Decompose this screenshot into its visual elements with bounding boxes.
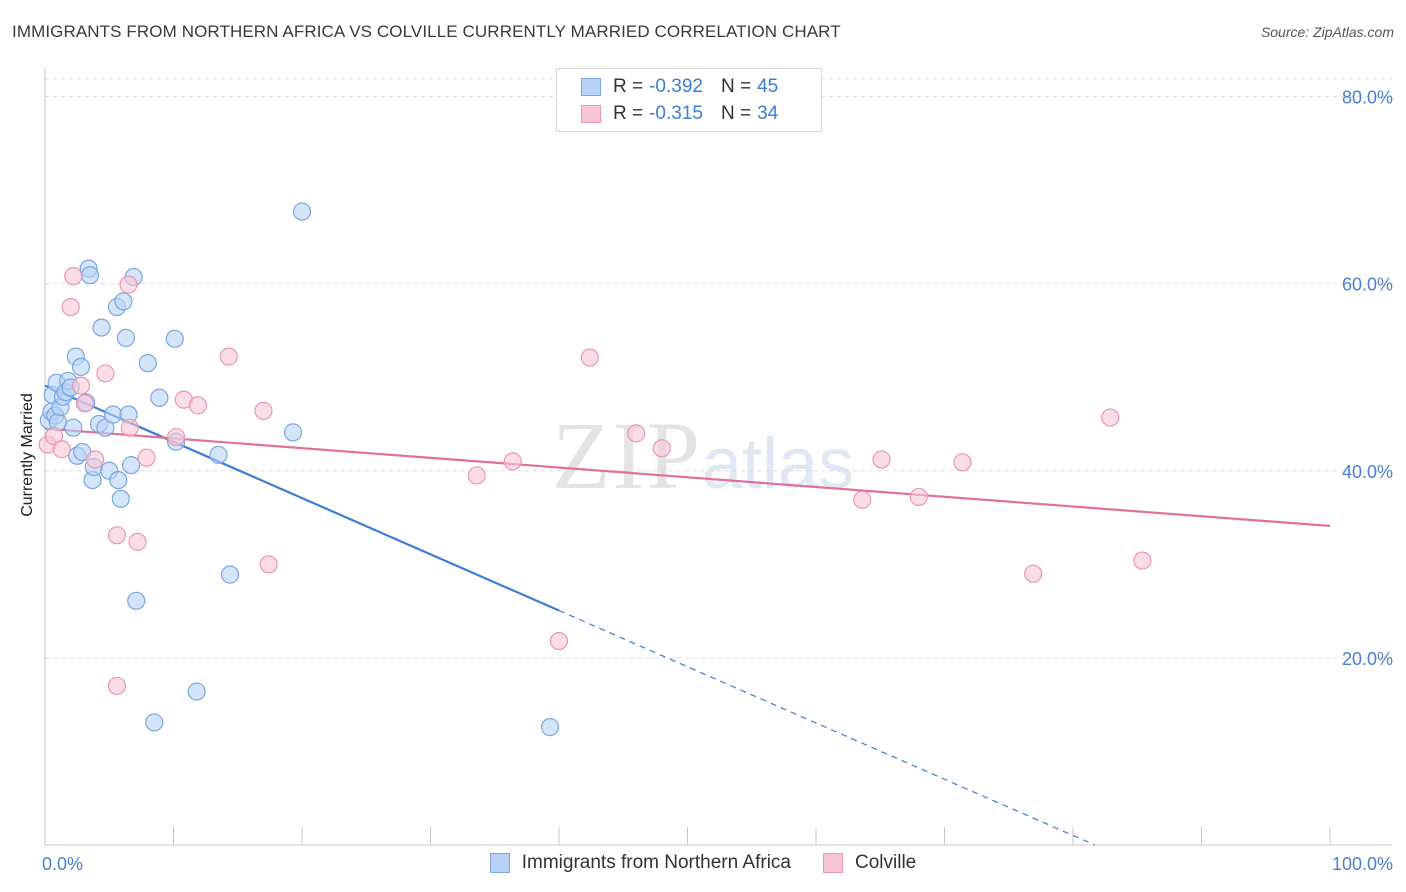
legend-n-label: N =: [720, 103, 752, 124]
point-colville: [107, 676, 127, 696]
point-colville: [853, 490, 872, 509]
point-northern-africa: [187, 682, 206, 701]
point-colville: [1133, 551, 1152, 570]
point-northern-africa: [80, 266, 100, 285]
legend-n-value: 45: [757, 76, 779, 97]
point-colville: [188, 396, 208, 415]
point-northern-africa: [64, 418, 83, 437]
point-northern-africa: [71, 357, 91, 376]
point-colville: [137, 448, 156, 467]
trend-line-extension: [558, 609, 1096, 846]
point-colville: [86, 450, 105, 469]
y-tick-label: 80.0%: [1342, 88, 1393, 108]
point-northern-africa: [220, 565, 240, 584]
stats-legend: R = -0.392 N = 45 R = -0.315 N = 34: [556, 68, 822, 132]
y-tick-label: 60.0%: [1342, 275, 1393, 295]
point-northern-africa: [209, 445, 228, 464]
point-colville: [1101, 408, 1120, 427]
trend-line-colville: [44, 427, 1331, 528]
legend-r-label: R =: [613, 76, 644, 97]
point-northern-africa: [165, 329, 184, 348]
legend-swatch-blue: [581, 78, 601, 96]
point-colville: [254, 401, 273, 420]
tick-labels: 20.0% 40.0% 60.0% 80.0% 0.0% 100.0%: [42, 88, 1393, 875]
legend-item-colville[interactable]: Colville: [823, 852, 916, 874]
legend-row-northern-africa: R = -0.392 N = 45: [581, 75, 796, 99]
legend-swatch-pink: [581, 105, 601, 123]
point-northern-africa: [127, 591, 146, 610]
watermark: ZIPatlas: [552, 400, 854, 511]
y-tick-label: 40.0%: [1342, 462, 1393, 482]
point-colville: [61, 297, 80, 317]
point-northern-africa: [114, 292, 133, 311]
legend-r-value: -0.392: [649, 76, 703, 97]
point-colville: [119, 275, 138, 294]
legend-n-label: N =: [720, 76, 752, 97]
trend-lines: [44, 384, 1331, 846]
axes: [44, 68, 1392, 846]
point-colville: [1024, 564, 1043, 583]
point-colville: [75, 394, 94, 413]
point-colville: [64, 267, 83, 286]
legend-r-label: R =: [613, 103, 644, 124]
source-credit: Source: ZipAtlas.com: [1260, 24, 1394, 40]
point-northern-africa: [109, 471, 128, 490]
point-northern-africa: [121, 456, 141, 475]
grid-lines: [45, 78, 1392, 659]
point-colville: [96, 364, 115, 383]
point-colville: [503, 452, 522, 471]
legend-swatch-pink: [823, 853, 843, 873]
point-colville: [120, 418, 139, 437]
point-colville: [107, 526, 127, 545]
chart-title: IMMIGRANTS FROM NORTHERN AFRICA VS COLVI…: [12, 22, 841, 41]
point-northern-africa: [138, 354, 157, 373]
point-colville: [166, 427, 186, 447]
legend-swatch-blue: [489, 853, 510, 873]
point-northern-africa: [145, 713, 164, 732]
point-colville: [580, 348, 599, 367]
legend-label: Immigrants from Northern Africa: [521, 852, 791, 873]
legend-r-value: -0.315: [649, 103, 703, 124]
point-northern-africa: [111, 489, 130, 508]
legend-n-value: 34: [757, 103, 779, 124]
point-colville: [52, 440, 71, 459]
point-colville: [219, 347, 238, 366]
series-legend: Immigrants from Northern Africa Colville: [0, 852, 1406, 874]
point-colville: [652, 439, 671, 458]
y-tick-label: 20.0%: [1342, 649, 1393, 669]
point-northern-africa: [116, 328, 136, 347]
point-colville: [909, 487, 928, 507]
point-northern-africa: [540, 718, 560, 737]
point-colville: [953, 453, 972, 472]
point-northern-africa: [150, 388, 169, 407]
point-colville: [872, 450, 891, 469]
data-points: [38, 202, 1152, 737]
point-colville: [467, 466, 486, 485]
point-colville: [549, 631, 569, 651]
x-tick-label: 0.0%: [42, 854, 83, 874]
point-colville: [259, 555, 278, 574]
point-northern-africa: [292, 202, 312, 221]
point-northern-africa: [104, 405, 123, 424]
point-northern-africa: [283, 423, 303, 442]
watermark-atlas: atlas: [702, 424, 855, 504]
legend-item-northern-africa[interactable]: Immigrants from Northern Africa: [489, 852, 791, 874]
x-tick-label: 100.0%: [1332, 854, 1393, 874]
point-northern-africa: [92, 318, 111, 337]
legend-row-colville: R = -0.315 N = 34: [581, 102, 796, 126]
point-colville: [71, 376, 91, 395]
point-colville: [128, 532, 147, 551]
point-colville: [626, 424, 646, 443]
watermark-zip: ZIP: [552, 402, 702, 509]
legend-label: Colville: [855, 852, 917, 873]
